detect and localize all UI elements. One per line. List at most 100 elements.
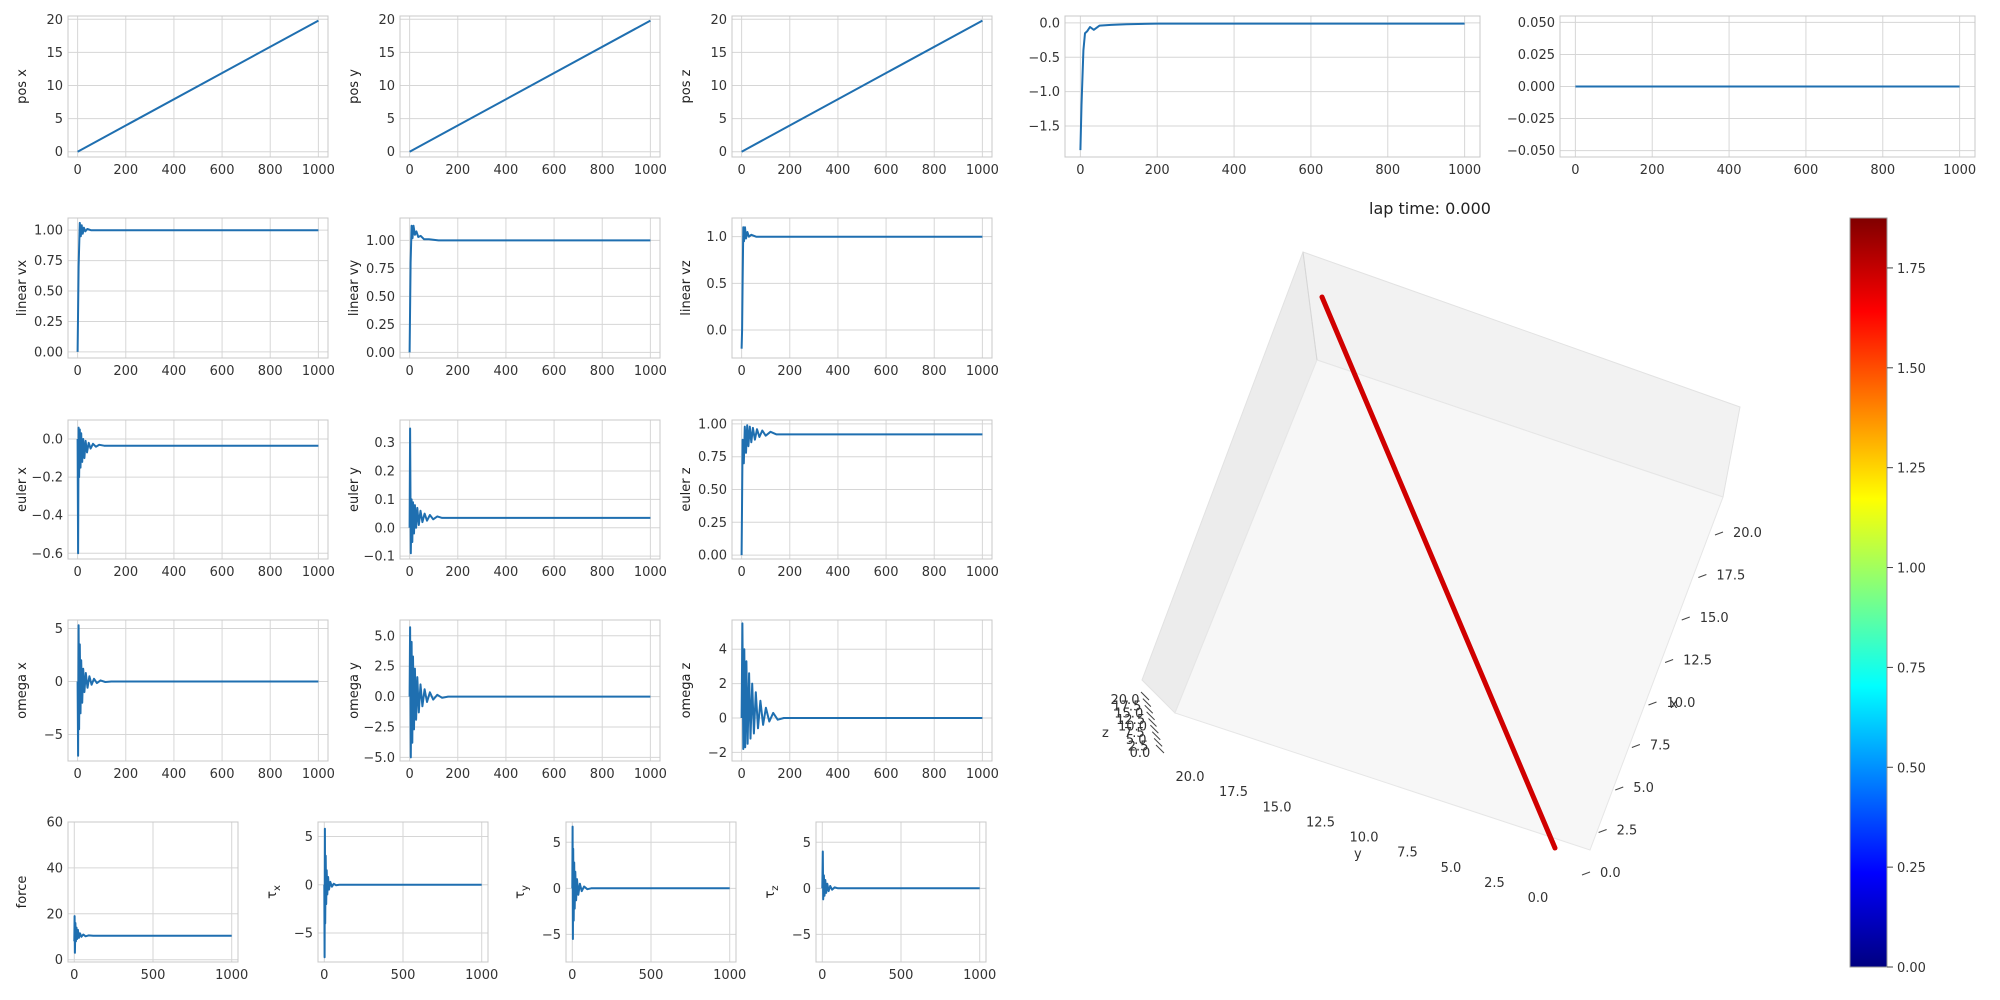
- top-4-xtick-label: 200: [1145, 163, 1170, 178]
- pos-y-series-line: [409, 19, 651, 153]
- tau-x-frame: [317, 821, 489, 963]
- linear-vz-xtick-label: 600: [874, 364, 899, 379]
- pos-x-ytick-label: 5: [55, 112, 63, 127]
- omega-z-xtick-label: 800: [922, 767, 947, 782]
- omega-x-xtick-label: 800: [258, 767, 283, 782]
- omega-y-frame: [399, 619, 661, 762]
- tau-y-series-line: [571, 825, 730, 940]
- omega-x-ytick-label: 5: [55, 622, 63, 637]
- linear-vx-frame: [67, 217, 329, 359]
- pos-z-xtick-label: 600: [874, 163, 899, 178]
- euler-z-ytick-label: 1.00: [698, 417, 727, 432]
- omega-y-series-line: [408, 626, 651, 759]
- euler-z-ytick-label: 0.25: [698, 516, 727, 531]
- omega-y-ytick-label: 2.5: [374, 660, 395, 675]
- omega-y-ytick-label: −5.0: [363, 751, 395, 766]
- pos-x-xtick-label: 200: [113, 163, 138, 178]
- euler-z-ylabel: euler z: [679, 467, 694, 511]
- force-frame: [67, 821, 239, 963]
- omega-x-ytick-label: −5: [44, 728, 63, 743]
- pos-z-ytick-label: 5: [719, 112, 727, 127]
- linear-vz-subplot: 0 200 400 600 800 1000 0.0 0.5 1.0 linear vz: [679, 217, 999, 379]
- top-4-ytick-label: −1.5: [1028, 120, 1060, 135]
- linear-vz-xtick-label: 400: [826, 364, 851, 379]
- pos-x-ytick-label: 15: [46, 46, 63, 61]
- omega-y-xtick-label: 0: [405, 767, 413, 782]
- x3d-tick: [1698, 574, 1707, 578]
- linear-vx-xtick-label: 1000: [302, 364, 335, 379]
- top-4-frame: [1064, 15, 1481, 158]
- euler-y-xtick-label: 600: [542, 565, 567, 580]
- euler-z-subplot: 0 200 400 600 800 1000 0.00 0.25 0.50 0.75 1.00 eul…: [679, 417, 999, 580]
- tau-x-xtick-label: 1000: [465, 968, 498, 983]
- linear-vx-ytick-label: 1.00: [34, 224, 63, 239]
- pos-x-subplot: 0 200 400 600 800 1000 0 5 10 15 20 pos x: [15, 13, 335, 178]
- euler-z-frame: [731, 419, 993, 560]
- omega-x-frame: [67, 619, 329, 762]
- pane-floor: [1174, 359, 1724, 851]
- linear-vy-ytick-label: 1.00: [366, 234, 395, 249]
- tau-z-subplot: 0 500 1000 −5 0 5 τz: [763, 821, 996, 983]
- colorbar-tick-label: 1.00: [1897, 562, 1926, 577]
- euler-y-ytick-label: 0.3: [374, 436, 395, 451]
- x3d-tick: [1714, 531, 1724, 536]
- x3d-tick-label: 12.5: [1683, 654, 1712, 669]
- omega-z-ytick-label: −2: [708, 746, 727, 761]
- pos-y-ytick-label: 0: [387, 145, 395, 160]
- y3d-tick-label: 20.0: [1176, 770, 1205, 785]
- colorbar-gradient: [1849, 217, 1888, 968]
- top-5-xtick-label: 400: [1717, 163, 1742, 178]
- linear-vx-series-line: [76, 221, 319, 352]
- pos-y-xtick-label: 400: [494, 163, 519, 178]
- euler-y-frame: [399, 419, 661, 560]
- y-axis-label: y: [1354, 847, 1362, 862]
- top-5-xtick-label: 800: [1870, 163, 1895, 178]
- x3d-tick-label: 7.5: [1650, 739, 1671, 754]
- omega-z-ytick-label: 2: [719, 677, 727, 692]
- z3d-tick: [1144, 704, 1154, 714]
- pos-y-xtick-label: 800: [590, 163, 615, 178]
- pos-x-xtick-label: 400: [162, 163, 187, 178]
- linear-vx-xtick-label: 200: [113, 364, 138, 379]
- euler-x-xtick-label: 0: [73, 565, 81, 580]
- pos-z-ytick-label: 0: [719, 145, 727, 160]
- tau-y-frame: [565, 821, 737, 963]
- colorbar: 0.00 0.25 0.50 0.75 1.00 1.25 1.50 1.75: [1849, 217, 1926, 976]
- tau-x-ytick-label: 5: [305, 830, 313, 845]
- colorbar-tick-label: 1.25: [1897, 462, 1926, 477]
- linear-vy-xtick-label: 800: [590, 364, 615, 379]
- pos-z-xtick-label: 200: [777, 163, 802, 178]
- euler-z-ytick-label: 0.50: [698, 483, 727, 498]
- pos-z-xtick-label: 0: [737, 163, 745, 178]
- euler-x-xtick-label: 400: [162, 565, 187, 580]
- tau-y-xtick-label: 500: [639, 968, 664, 983]
- linear-vx-ylabel: linear vx: [15, 260, 30, 317]
- pos-x-ylabel: pos x: [15, 69, 30, 104]
- pos-z-xtick-label: 400: [826, 163, 851, 178]
- linear-vz-ytick-label: 0.5: [706, 277, 727, 292]
- z3d-tick: [1148, 718, 1157, 727]
- x3d-tick-label: 0.0: [1600, 866, 1621, 881]
- linear-vy-xtick-label: 1000: [634, 364, 667, 379]
- tau-x-ytick-label: −5: [294, 927, 313, 942]
- tau-x-ytick-label: 0: [305, 878, 313, 893]
- tau-x-xtick-label: 500: [391, 968, 416, 983]
- pos-z-ylabel: pos z: [679, 69, 694, 103]
- euler-z-ytick-label: 0.00: [698, 549, 727, 564]
- euler-z-xtick-label: 1000: [966, 565, 999, 580]
- linear-vz-xtick-label: 800: [922, 364, 947, 379]
- omega-z-ylabel: omega z: [679, 662, 694, 718]
- omega-x-xtick-label: 600: [210, 767, 235, 782]
- x3d-tick: [1581, 871, 1591, 876]
- z3d-tick-label: 10.0: [1118, 720, 1147, 735]
- top-5-ytick-label: 0.000: [1518, 80, 1555, 95]
- euler-y-xtick-label: 0: [405, 565, 413, 580]
- euler-x-ytick-label: −0.2: [31, 471, 63, 486]
- top-4-xtick-label: 600: [1299, 163, 1324, 178]
- x3d-tick: [1598, 829, 1607, 833]
- linear-vy-ytick-label: 0.00: [366, 346, 395, 361]
- euler-y-series-line: [408, 427, 651, 555]
- x3d-tick-label: 20.0: [1733, 526, 1762, 541]
- pos-z-frame: [731, 15, 993, 158]
